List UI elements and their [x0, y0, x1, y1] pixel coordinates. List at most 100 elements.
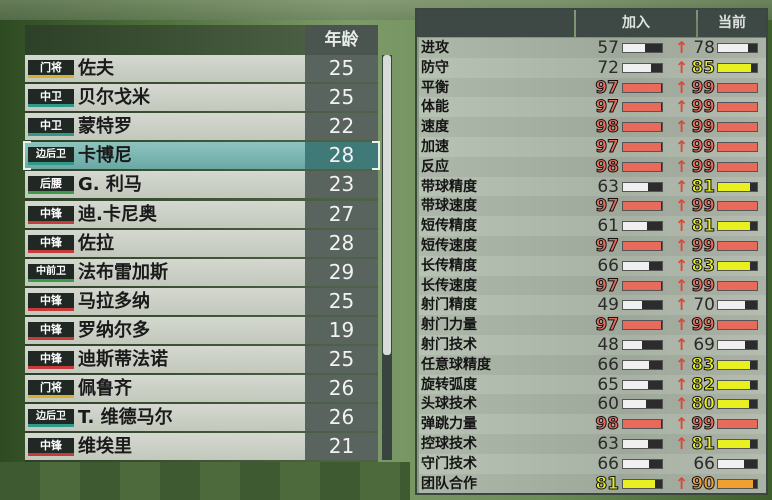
player-row[interactable]: 边后卫 卡博尼 28 — [23, 141, 380, 171]
up-arrow-icon: ↑ — [675, 374, 689, 394]
up-arrow-icon: ↑ — [675, 216, 689, 236]
player-name-cell: 中锋 佐拉 — [25, 229, 305, 257]
stat-current-bar-fill — [718, 479, 754, 488]
player-list-panel: 年龄 门将 佐夫 25 中卫 贝尔戈米 25 中卫 蒙特罗 22 边后卫 卡博尼… — [23, 25, 380, 462]
stat-current-bar-fill — [718, 63, 752, 72]
stat-join-value: 66 — [597, 354, 619, 375]
stat-join-bar-fill — [623, 44, 646, 52]
stats-header-blank — [417, 10, 574, 37]
scrollbar-thumb[interactable] — [383, 55, 391, 355]
player-name-cell: 中卫 蒙特罗 — [25, 113, 305, 141]
stat-row: 射门精度 49 ↑ 70 — [419, 295, 766, 315]
stat-join-value: 48 — [597, 335, 619, 355]
stat-current-bar — [717, 43, 758, 53]
stat-row: 射门技术 48 ↑ 69 — [419, 335, 766, 355]
up-arrow-icon: ↑ — [675, 414, 689, 434]
player-name-cell: 门将 佩鲁齐 — [25, 375, 305, 403]
stat-row: 短传速度 97 ↑ 99 — [419, 236, 766, 257]
position-badge: 门将 — [28, 60, 74, 78]
stat-row: 加速 97 ↑ 99 — [419, 137, 766, 158]
stat-current-bar — [717, 142, 758, 152]
stat-current-value: 99 — [691, 196, 716, 217]
player-age: 22 — [305, 113, 378, 141]
stat-join-bar — [622, 241, 663, 251]
player-row[interactable]: 中前卫 法布雷加斯 29 — [25, 258, 378, 286]
stat-row: 带球速度 97 ↑ 99 — [419, 196, 766, 217]
stat-join-bar — [622, 439, 663, 449]
stat-current-value: 99 — [691, 275, 716, 296]
player-row[interactable]: 中锋 迪斯蒂法诺 25 — [25, 346, 378, 373]
stat-current-bar — [717, 300, 758, 311]
stat-join-value: 81 — [595, 473, 620, 494]
player-list-scrollbar[interactable] — [382, 55, 392, 460]
stat-row: 长传精度 66 ↑ 83 — [419, 255, 766, 276]
up-arrow-icon: ↑ — [675, 315, 689, 335]
stat-row: 团队合作 81 ↑ 90 — [419, 473, 766, 494]
position-badge: 门将 — [28, 380, 74, 399]
stat-current-bar — [717, 359, 758, 370]
stat-join-bar-fill — [623, 162, 662, 171]
player-row[interactable]: 中卫 蒙特罗 22 — [25, 113, 378, 141]
stat-row: 控球技术 63 ↑ 81 — [419, 434, 766, 455]
stat-current-bar — [717, 82, 758, 93]
player-name-cell: 后腰 G. 利马 — [25, 171, 305, 199]
player-row[interactable]: 中锋 罗纳尔多 19 — [25, 316, 378, 344]
player-name: 佐夫 — [78, 58, 114, 79]
player-name-cell: 中锋 马拉多纳 — [25, 287, 305, 315]
stat-join-value: 97 — [595, 196, 620, 217]
stat-label: 带球速度 — [421, 198, 477, 215]
player-name: 佐拉 — [78, 232, 114, 254]
stat-current-value: 99 — [691, 97, 716, 118]
stat-current-value: 66 — [693, 453, 715, 474]
player-age: 28 — [305, 229, 378, 257]
stat-current-bar-fill — [718, 281, 757, 290]
stat-join-bar — [622, 320, 663, 331]
stat-label: 射门精度 — [421, 297, 477, 314]
stat-join-value: 49 — [597, 295, 619, 316]
stat-label: 防守 — [421, 59, 449, 76]
stat-row: 旋转弧度 65 ↑ 82 — [419, 374, 766, 395]
player-name: T. 维德马尔 — [78, 407, 173, 429]
stat-row: 头球技术 60 ↑ 80 — [419, 394, 766, 415]
stat-current-bar-fill — [718, 380, 750, 389]
position-badge: 中锋 — [28, 438, 74, 457]
stat-join-value: 72 — [597, 57, 619, 78]
player-row[interactable]: 中锋 迪.卡尼奥 27 — [25, 200, 378, 228]
stat-label: 反应 — [421, 158, 449, 175]
player-age: 25 — [305, 287, 378, 315]
stat-label: 控球技术 — [421, 436, 477, 452]
stat-current-bar-fill — [718, 261, 751, 270]
player-name-cell: 中卫 贝尔戈米 — [25, 84, 305, 112]
player-name: 贝尔戈米 — [78, 87, 150, 109]
stat-label: 长传精度 — [421, 257, 477, 274]
player-row[interactable]: 中锋 佐拉 28 — [25, 229, 378, 257]
player-age: 27 — [305, 200, 378, 228]
position-badge: 中锋 — [28, 205, 74, 224]
stat-join-bar — [622, 102, 663, 113]
stat-row: 体能 97 ↑ 99 — [419, 97, 766, 118]
stat-current-bar-fill — [718, 44, 749, 52]
player-row[interactable]: 边后卫 T. 维德马尔 26 — [25, 404, 378, 432]
player-row[interactable]: 中锋 维埃里 21 — [25, 433, 378, 461]
stat-label: 速度 — [421, 119, 449, 136]
stat-label: 平衡 — [421, 79, 449, 96]
stat-current-bar — [717, 458, 758, 469]
player-age: 21 — [305, 433, 378, 461]
stat-join-bar — [622, 161, 663, 172]
stat-join-value: 97 — [595, 275, 620, 296]
player-row[interactable]: 门将 佐夫 25 — [25, 55, 378, 82]
player-row[interactable]: 中卫 贝尔戈米 25 — [25, 84, 378, 112]
player-row[interactable]: 中锋 马拉多纳 25 — [25, 287, 378, 315]
stat-join-value: 61 — [597, 216, 619, 237]
stat-current-bar-fill — [718, 360, 751, 369]
stat-label: 体能 — [421, 99, 449, 116]
player-row[interactable]: 门将 佩鲁齐 26 — [25, 375, 378, 403]
up-arrow-icon: ↑ — [675, 156, 689, 176]
player-row[interactable]: 后腰 G. 利马 23 — [25, 171, 378, 199]
stat-join-bar — [622, 399, 663, 410]
stat-current-bar — [717, 181, 758, 192]
stat-join-value: 97 — [595, 97, 620, 118]
player-name: 罗纳尔多 — [78, 319, 150, 341]
stat-join-bar-fill — [623, 360, 649, 369]
age-column-header[interactable]: 年龄 — [305, 25, 378, 55]
